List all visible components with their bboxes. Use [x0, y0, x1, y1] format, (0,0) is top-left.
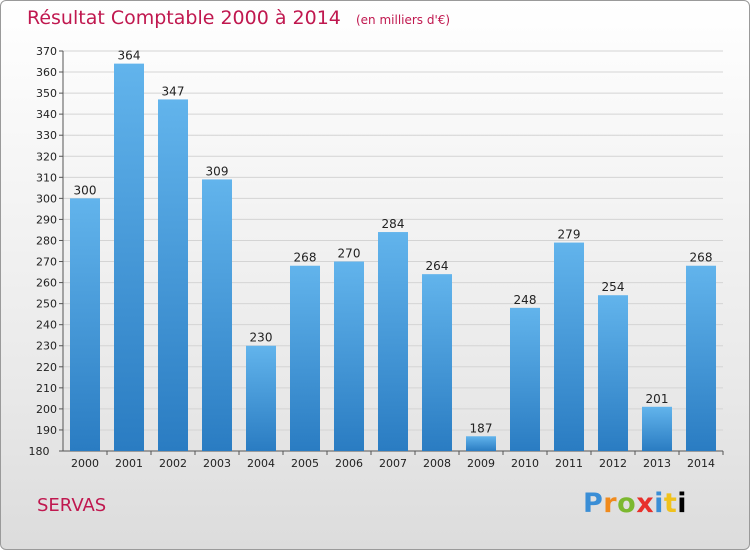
logo-letter: r: [603, 488, 618, 519]
y-tick-label: 240: [36, 319, 57, 332]
bar: [114, 63, 144, 451]
logo-letter: x: [636, 488, 655, 519]
x-tick-label: 2005: [291, 457, 319, 470]
x-tick-label: 2006: [335, 457, 363, 470]
y-tick-label: 320: [36, 150, 57, 163]
bar-value-label: 248: [514, 293, 537, 307]
bar: [158, 99, 188, 451]
x-tick-label: 2013: [643, 457, 671, 470]
y-tick-label: 290: [36, 213, 57, 226]
x-tick-label: 2012: [599, 457, 627, 470]
bar: [422, 274, 452, 451]
chart-title: Résultat Comptable 2000 à 2014 (en milli…: [27, 7, 450, 29]
bar-value-label: 279: [558, 228, 581, 242]
bar: [554, 242, 584, 451]
bar-value-label: 364: [118, 49, 141, 63]
y-tick-label: 260: [36, 277, 57, 290]
bar: [642, 406, 672, 451]
y-tick-label: 280: [36, 234, 57, 247]
bar: [334, 261, 364, 451]
value-labels: 300 364 347 309 230 268 270 284 264 187 248 279 254 2…: [74, 49, 713, 436]
y-tick-label: 300: [36, 192, 57, 205]
bars: [70, 63, 716, 451]
bar-value-label: 187: [470, 421, 493, 435]
bar: [290, 265, 320, 451]
location-name: SERVAS: [37, 495, 107, 516]
x-tick-label: 2002: [159, 457, 187, 470]
logo-letter: o: [617, 488, 637, 519]
bar-value-label: 201: [646, 392, 669, 406]
y-tick-label: 350: [36, 87, 57, 100]
bar-value-label: 270: [338, 247, 361, 261]
proxiti-logo: Proxiti: [583, 488, 687, 519]
y-tick-label: 250: [36, 298, 57, 311]
y-tick-label: 210: [36, 382, 57, 395]
y-tick-label: 180: [29, 445, 50, 458]
bar: [70, 198, 100, 451]
bar: [686, 265, 716, 451]
x-tick-label: 2014: [687, 457, 715, 470]
bar-value-label: 300: [74, 183, 97, 197]
bar-value-label: 284: [382, 217, 405, 231]
x-tick-label: 2003: [203, 457, 231, 470]
y-tick-label: 330: [36, 129, 57, 142]
y-tick-label: 360: [36, 66, 57, 79]
bar-value-label: 264: [426, 259, 449, 273]
y-tick-label: 340: [36, 108, 57, 121]
bar: [246, 345, 276, 451]
chart-title-unit: (en milliers d'€): [355, 13, 451, 27]
x-tick-label: 2010: [511, 457, 539, 470]
bar-value-label: 268: [294, 251, 317, 265]
logo-letter: t: [663, 488, 678, 519]
y-tick-label: 200: [36, 403, 57, 416]
bar-value-label: 254: [602, 280, 625, 294]
y-tick-label: 310: [36, 171, 57, 184]
chart-title-main: Résultat Comptable 2000 à 2014: [27, 7, 341, 29]
y-tick-label: 190: [36, 424, 57, 437]
y-tick-label: 220: [36, 361, 57, 374]
x-tick-label: 2009: [467, 457, 495, 470]
x-tick-label: 2000: [71, 457, 99, 470]
logo-letter: i: [677, 488, 688, 519]
logo-letter: i: [654, 488, 664, 519]
x-tick-label: 2007: [379, 457, 407, 470]
bar: [202, 179, 232, 451]
x-tick-label: 2011: [555, 457, 583, 470]
bar-value-label: 347: [162, 84, 185, 98]
x-tick-label: 2001: [115, 457, 143, 470]
bar-value-label: 268: [690, 251, 713, 265]
bar-value-label: 230: [250, 331, 273, 345]
bar: [466, 436, 496, 451]
y-tick-label: 230: [36, 340, 57, 353]
x-tick-label: 2004: [247, 457, 275, 470]
y-tick-label: 370: [36, 45, 57, 58]
bar-value-label: 309: [206, 164, 229, 178]
y-tick-label: 270: [36, 256, 57, 269]
bar: [598, 295, 628, 451]
bar: [378, 232, 408, 451]
logo-letter: P: [583, 488, 604, 519]
x-tick-label: 2008: [423, 457, 451, 470]
bar: [510, 307, 540, 451]
